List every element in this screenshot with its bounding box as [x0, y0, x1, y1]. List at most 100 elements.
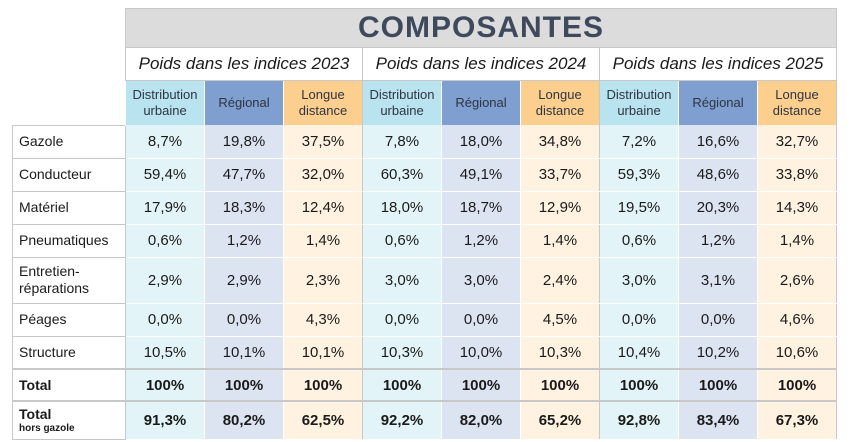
value-cell: 100% [204, 368, 284, 402]
value-cell: 2,9% [125, 257, 205, 304]
table-row: Total hors gazole 91,3% 80,2% 62,5% 92,2% 82,0… [12, 400, 837, 440]
value-cell: 0,0% [441, 303, 521, 337]
value-cell: 3,0% [441, 257, 521, 304]
value-cell: 20,3% [678, 191, 758, 225]
value-cell: 100% [520, 368, 600, 402]
value-cell: 3,1% [678, 257, 758, 304]
row-label: Matériel [12, 190, 126, 225]
value-cell: 60,3% [362, 158, 442, 192]
value-cell: 10,3% [520, 336, 600, 370]
value-cell: 1,2% [678, 224, 758, 258]
table-title: COMPOSANTES [125, 8, 837, 48]
value-cell: 2,4% [520, 257, 600, 304]
value-cell: 19,5% [599, 191, 679, 225]
value-cell: 14,3% [757, 191, 837, 225]
row-label-text: Conducteur [19, 166, 92, 182]
value-cell: 10,1% [283, 336, 363, 370]
category-header: Longue distance [283, 80, 363, 125]
value-cell: 12,4% [283, 191, 363, 225]
table-row: Péages 0,0% 0,0% 4,3% 0,0% 0,0% 4,5% 0,0% 0,0% 4,… [12, 302, 837, 337]
corner-cell [12, 80, 126, 125]
row-label: Total hors gazole [12, 400, 126, 440]
value-cell: 47,7% [204, 158, 284, 192]
row-label: Structure [12, 335, 126, 370]
value-cell: 4,3% [283, 303, 363, 337]
value-cell: 10,1% [204, 336, 284, 370]
value-cell: 92,2% [362, 400, 442, 440]
table-row: Conducteur 59,4% 47,7% 32,0% 60,3% 49,1% 33,7%… [12, 157, 837, 192]
value-cell: 91,3% [125, 400, 205, 440]
value-cell: 10,4% [599, 336, 679, 370]
value-cell: 10,6% [757, 336, 837, 370]
value-cell: 33,7% [520, 158, 600, 192]
category-header: Longue distance [520, 80, 600, 125]
value-cell: 0,0% [599, 303, 679, 337]
value-cell: 49,1% [441, 158, 521, 192]
table-row: Gazole 8,7% 19,8% 37,5% 7,8% 18,0% 34,8% 7,2% 16… [12, 124, 837, 159]
year-header: Poids dans les indices 2024 [362, 47, 600, 81]
value-cell: 17,9% [125, 191, 205, 225]
value-cell: 83,4% [678, 400, 758, 440]
value-cell: 62,5% [283, 400, 363, 440]
row-label: Total [12, 368, 126, 402]
value-cell: 100% [283, 368, 363, 402]
category-header: Longue distance [757, 80, 837, 125]
row-label-text: Entretien-réparations [19, 263, 90, 296]
table-row: Total 100% 100% 100% 100% 100% 100% 100% 100% 100… [12, 368, 837, 402]
row-label: Gazole [12, 124, 126, 159]
value-cell: 67,3% [757, 400, 837, 440]
value-cell: 18,0% [362, 191, 442, 225]
row-label-text: Matériel [19, 199, 69, 215]
category-header: Régional [441, 80, 521, 125]
table-row: Entretien-réparations 2,9% 2,9% 2,3% 3,0% 3,0… [12, 256, 837, 304]
table-row: Structure 10,5% 10,1% 10,1% 10,3% 10,0% 10,3% 1… [12, 335, 837, 370]
corner-cell [12, 47, 126, 81]
year-header: Poids dans les indices 2025 [599, 47, 837, 81]
row-label: Conducteur [12, 157, 126, 192]
value-cell: 80,2% [204, 400, 284, 440]
value-cell: 1,2% [204, 224, 284, 258]
row-label-text: Pneumatiques [19, 232, 109, 248]
table-row: Matériel 17,9% 18,3% 12,4% 18,0% 18,7% 12,9% 19… [12, 190, 837, 225]
value-cell: 0,0% [362, 303, 442, 337]
value-cell: 2,3% [283, 257, 363, 304]
value-cell: 7,8% [362, 125, 442, 159]
value-cell: 4,6% [757, 303, 837, 337]
category-header: Distribution urbaine [125, 80, 205, 125]
value-cell: 59,4% [125, 158, 205, 192]
value-cell: 100% [362, 368, 442, 402]
value-cell: 7,2% [599, 125, 679, 159]
row-sublabel: hors gazole [19, 423, 75, 435]
row-label: Entretien-réparations [12, 256, 126, 304]
value-cell: 92,8% [599, 400, 679, 440]
value-cell: 19,8% [204, 125, 284, 159]
value-cell: 0,6% [125, 224, 205, 258]
category-header: Distribution urbaine [599, 80, 679, 125]
value-cell: 82,0% [441, 400, 521, 440]
value-cell: 18,7% [441, 191, 521, 225]
corner-cell [12, 8, 126, 48]
value-cell: 10,5% [125, 336, 205, 370]
table-row: Pneumatiques 0,6% 1,2% 1,4% 0,6% 1,2% 1,4% 0,6%… [12, 223, 837, 258]
composantes-table: COMPOSANTES Poids dans les indices 2023 P… [12, 8, 837, 440]
value-cell: 1,4% [757, 224, 837, 258]
value-cell: 100% [441, 368, 521, 402]
value-cell: 12,9% [520, 191, 600, 225]
row-label: Pneumatiques [12, 223, 126, 258]
row-label-text: Total [19, 406, 52, 423]
value-cell: 59,3% [599, 158, 679, 192]
value-cell: 100% [678, 368, 758, 402]
value-cell: 32,0% [283, 158, 363, 192]
value-cell: 0,0% [125, 303, 205, 337]
value-cell: 0,0% [678, 303, 758, 337]
value-cell: 0,6% [362, 224, 442, 258]
category-header: Régional [678, 80, 758, 125]
value-cell: 34,8% [520, 125, 600, 159]
value-cell: 100% [599, 368, 679, 402]
value-cell: 10,2% [678, 336, 758, 370]
value-cell: 10,0% [441, 336, 521, 370]
value-cell: 18,3% [204, 191, 284, 225]
row-label-text: Total [19, 376, 52, 393]
category-header: Régional [204, 80, 284, 125]
value-cell: 1,4% [520, 224, 600, 258]
